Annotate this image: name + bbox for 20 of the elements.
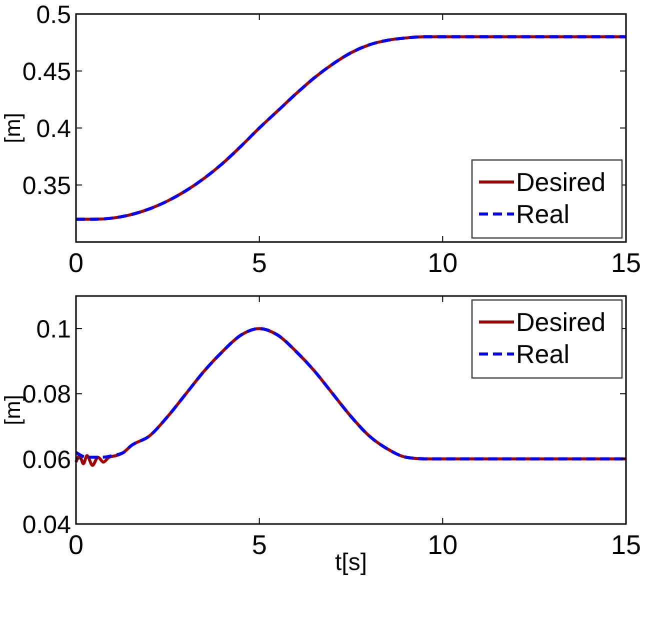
y-tick-label: 0.45 [22,58,71,86]
y-tick-label: 0.35 [22,172,71,200]
x-tick-label: 10 [428,530,458,560]
x-axis-title: t[s] [334,549,368,576]
legend-label: Real [516,339,570,369]
legend-label: Desired [516,307,606,337]
x-tick-label: 5 [252,530,267,560]
y-tick-label: 0.1 [36,316,71,344]
y-tick-label: 0.06 [22,446,71,474]
x-tick-label: 5 [252,248,267,278]
x-tick-label: 15 [610,530,642,560]
legend-label: Desired [516,167,606,197]
y-tick-label: 0.08 [22,380,71,409]
y-tick-label: 0.5 [36,1,71,29]
y-tick-label: 0.4 [36,115,72,143]
x-tick-label: 0 [68,248,84,278]
x-tick-label: 10 [428,248,458,278]
x-tick-label: 15 [610,248,642,278]
legend-label: Real [516,199,570,229]
y-axis-title: [m] [0,112,25,144]
